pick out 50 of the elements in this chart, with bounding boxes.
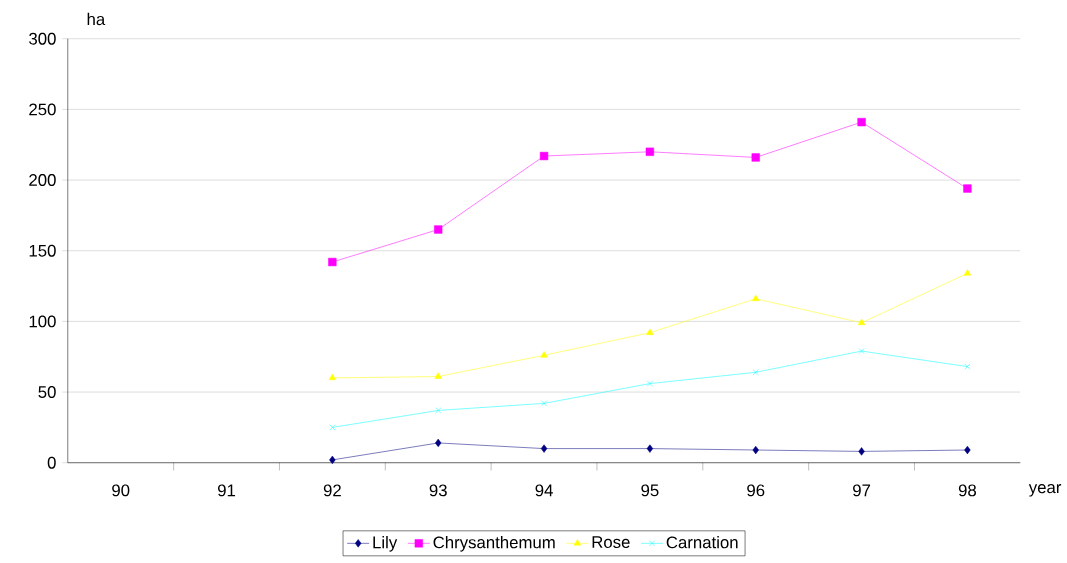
point — [751, 153, 760, 162]
point — [963, 269, 972, 276]
y-tick-label: 250 — [29, 103, 56, 116]
y-tick-label: 300 — [29, 32, 56, 45]
x-tick-label: 97 — [853, 484, 871, 497]
point — [646, 380, 653, 387]
point — [858, 447, 865, 456]
point — [435, 438, 442, 447]
point — [646, 444, 654, 453]
point — [435, 407, 442, 414]
point — [752, 445, 759, 454]
point — [540, 350, 548, 358]
point — [434, 372, 442, 379]
point — [963, 184, 972, 193]
point — [540, 444, 548, 453]
point — [434, 225, 443, 234]
x-tick-label: 91 — [217, 484, 236, 497]
point — [329, 455, 336, 464]
x-tick-label: 95 — [641, 484, 659, 497]
y-tick-label: 100 — [29, 315, 56, 328]
point — [541, 400, 548, 407]
point — [329, 424, 336, 431]
x-tick-label: 98 — [958, 484, 977, 497]
x-tick-label: 93 — [429, 484, 447, 497]
legend-label: Chrysanthemum — [433, 535, 555, 552]
y-tick-label: 50 — [38, 385, 56, 398]
y-tick-label: 0 — [47, 456, 56, 469]
x-tick-label: 96 — [747, 484, 765, 497]
point — [328, 373, 336, 380]
point — [328, 257, 337, 266]
legend-label: Lily — [373, 535, 398, 552]
x-tick-label: 90 — [112, 484, 130, 497]
point — [645, 147, 655, 156]
legend-label: Carnation — [666, 535, 738, 549]
point — [964, 363, 971, 370]
y-tick-label: 200 — [29, 173, 56, 186]
point — [857, 318, 866, 325]
point — [752, 294, 760, 301]
point — [539, 151, 549, 160]
point — [646, 328, 654, 335]
point — [964, 445, 971, 454]
x-tick-label: 94 — [535, 484, 553, 497]
point — [858, 347, 865, 354]
y-tick-label: 150 — [29, 244, 56, 257]
point — [752, 369, 759, 376]
y-axis-title: ha — [87, 12, 106, 25]
x-axis-title: year — [1028, 483, 1062, 497]
legend-label: Rose — [592, 536, 630, 548]
x-tick-label: 92 — [323, 484, 341, 497]
point — [857, 117, 866, 127]
